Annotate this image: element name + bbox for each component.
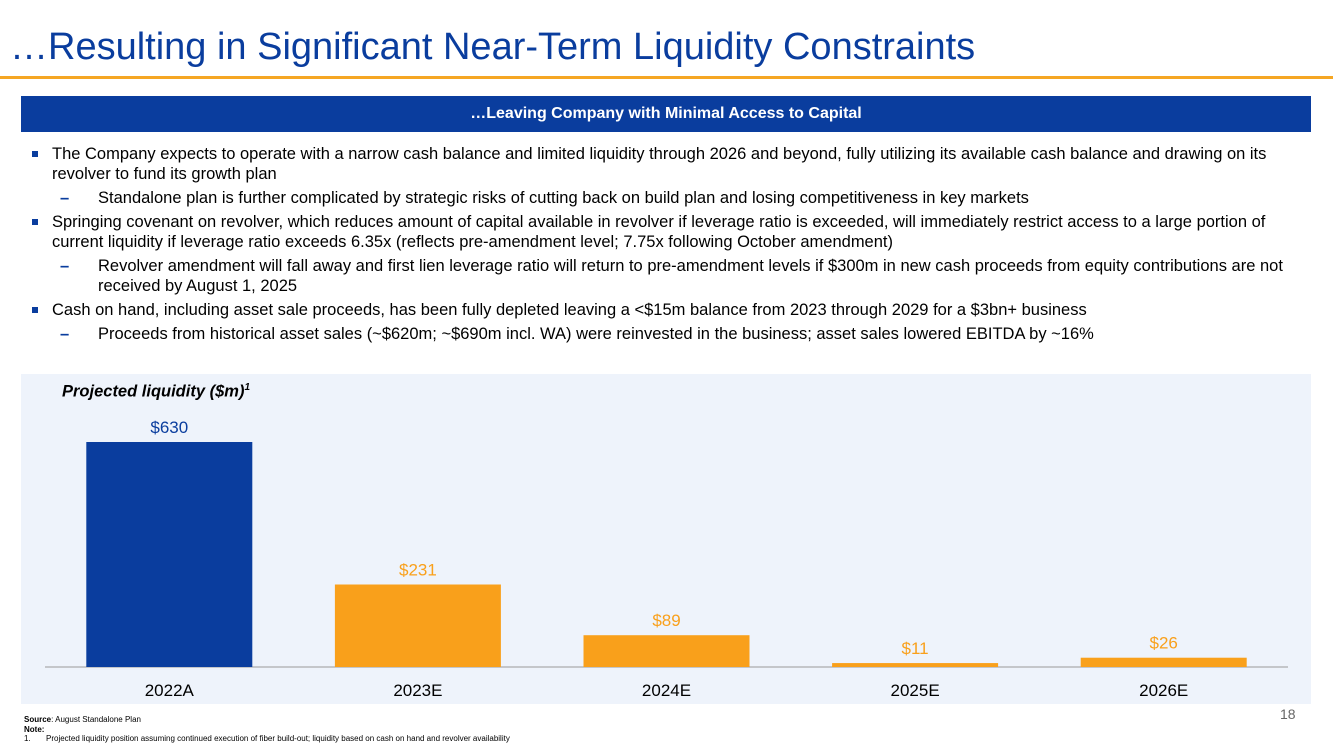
page-number: 18 [1280, 706, 1296, 722]
title-divider [0, 76, 1333, 79]
data-label-2023E: $231 [399, 561, 437, 580]
dash-bullet-icon: – [60, 325, 70, 343]
data-label-2026E: $26 [1150, 634, 1178, 653]
note-number: 1. [24, 734, 31, 743]
note-text: Projected liquidity position assuming co… [46, 734, 510, 743]
x-tick-label-2025E: 2025E [891, 681, 940, 700]
data-label-2024E: $89 [652, 611, 680, 630]
square-bullet-icon [32, 307, 38, 313]
sub-bullet-text: Revolver amendment will fall away and fi… [98, 257, 1283, 295]
bar-2025E [832, 663, 999, 667]
x-tick-label-2026E: 2026E [1139, 681, 1188, 700]
x-tick-label-2024E: 2024E [642, 681, 691, 700]
data-label-2022A: $630 [150, 418, 188, 437]
source-label: Source [24, 715, 52, 724]
data-label-2025E: $11 [902, 639, 929, 658]
bullet-text: The Company expects to operate with a na… [52, 145, 1267, 183]
chart-title-text: Projected liquidity ($m) [62, 382, 245, 401]
bullet-list: The Company expects to operate with a na… [30, 144, 1310, 348]
bullet-item: Springing covenant on revolver, which re… [30, 212, 1310, 252]
bar-2023E [334, 584, 501, 667]
sub-bullet-text: Standalone plan is further complicated b… [98, 189, 1029, 207]
bar-2024E [583, 635, 750, 667]
chart-title: Projected liquidity ($m)1 [62, 382, 250, 402]
x-tick-label-2023E: 2023E [393, 681, 442, 700]
sub-bullet-item: – Proceeds from historical asset sales (… [30, 324, 1310, 344]
page-title: …Resulting in Significant Near-Term Liqu… [10, 26, 976, 68]
source-text: : August Standalone Plan [51, 715, 141, 724]
bar-2022A [86, 442, 253, 667]
source-line: Source: August Standalone Plan [24, 715, 510, 725]
bullet-text: Springing covenant on revolver, which re… [52, 213, 1266, 251]
chart-title-footnote-marker: 1 [244, 382, 251, 393]
square-bullet-icon [32, 219, 38, 225]
bullet-item: The Company expects to operate with a na… [30, 144, 1310, 184]
x-tick-label-2022A: 2022A [145, 681, 195, 700]
footnotes: Source: August Standalone Plan Note: 1. P… [24, 715, 510, 744]
sub-bullet-item: – Revolver amendment will fall away and … [30, 256, 1310, 296]
dash-bullet-icon: – [60, 189, 70, 207]
bullet-text: Cash on hand, including asset sale proce… [52, 301, 1087, 319]
sub-bullet-text: Proceeds from historical asset sales (~$… [98, 325, 1094, 343]
note-line: 1. Projected liquidity position assuming … [24, 734, 510, 744]
square-bullet-icon [32, 151, 38, 157]
sub-bullet-item: – Standalone plan is further complicated… [30, 188, 1310, 208]
bullet-item: Cash on hand, including asset sale proce… [30, 300, 1310, 320]
section-banner: …Leaving Company with Minimal Access to … [21, 96, 1311, 132]
dash-bullet-icon: – [60, 257, 70, 275]
note-label: Note: [24, 724, 45, 734]
bar-2026E [1080, 657, 1247, 667]
